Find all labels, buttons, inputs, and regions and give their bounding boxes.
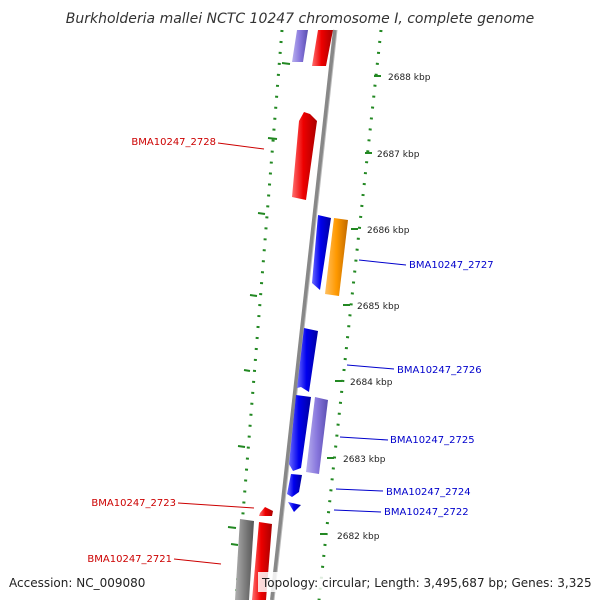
- leader-2724: [335, 488, 384, 492]
- gene-label-2721[interactable]: BMA10247_2721: [87, 554, 172, 565]
- gene-label-2725[interactable]: BMA10247_2725: [390, 435, 475, 446]
- kbp-label-2686: 2686 kbp: [367, 226, 410, 236]
- gene-feature-top[interactable]: [312, 30, 333, 66]
- leader-2725: [339, 436, 389, 441]
- accession-text: Accession: NC_009080: [9, 576, 145, 590]
- kbp-label-2688: 2688 kbp: [388, 73, 431, 83]
- kbp-label-2683: 2683 kbp: [343, 455, 386, 465]
- gene-BMA10247_2723[interactable]: [259, 507, 273, 516]
- pseudo-feature-2727[interactable]: [325, 218, 348, 296]
- leader-2728: [217, 142, 265, 150]
- gene-label-2723[interactable]: BMA10247_2723: [91, 498, 176, 509]
- backbone-highlight: [273, 29, 338, 600]
- grey-feature-2721[interactable]: [235, 519, 254, 600]
- gc-track-right: [317, 29, 383, 600]
- gc-mark: [249, 294, 258, 297]
- kbp-label-2685: 2685 kbp: [357, 302, 400, 312]
- leader-2723: [177, 502, 255, 509]
- gc-mark: [257, 212, 266, 215]
- kbp-label-2682: 2682 kbp: [337, 532, 380, 542]
- gene-BMA10247_2724[interactable]: [287, 474, 302, 497]
- gc-mark: [237, 445, 246, 448]
- kbp-label-2684: 2684 kbp: [350, 378, 393, 388]
- footer-topology-bg: [258, 572, 594, 592]
- leader-2727: [358, 259, 407, 266]
- gene-label-2724[interactable]: BMA10247_2724: [386, 487, 471, 498]
- gene-BMA10247_2726[interactable]: [297, 328, 318, 392]
- gene-label-2727[interactable]: BMA10247_2727: [409, 260, 494, 271]
- gc-mark: [281, 62, 291, 65]
- gc-skew-marks: [227, 62, 291, 546]
- kbp-label-2687: 2687 kbp: [377, 150, 420, 160]
- gc-mark: [243, 369, 251, 372]
- leader-2722: [333, 509, 382, 513]
- backbone-line: [270, 29, 337, 600]
- gene-BMA10247_2728[interactable]: [292, 112, 317, 200]
- gc-track-left: [234, 29, 284, 600]
- map-title: Burkholderia mallei NCTC 10247 chromosom…: [66, 11, 535, 27]
- gene-label-2726[interactable]: BMA10247_2726: [397, 365, 482, 376]
- leader-2721: [173, 558, 222, 565]
- gene-BMA10247_2725[interactable]: [289, 395, 311, 471]
- gc-mark: [230, 543, 239, 546]
- rna-feature-top[interactable]: [292, 30, 308, 62]
- gene-BMA10247_2727[interactable]: [312, 215, 331, 290]
- gene-label-2728[interactable]: BMA10247_2728: [131, 137, 216, 148]
- gene-label-2722[interactable]: BMA10247_2722: [384, 507, 469, 518]
- leader-2726: [346, 364, 395, 370]
- kbp-scale: 2688 kbp 2687 kbp 2686 kbp 2685 kbp 2684…: [320, 73, 431, 542]
- gene-BMA10247_2722[interactable]: [288, 502, 301, 512]
- gc-mark: [267, 137, 278, 140]
- gc-mark: [227, 526, 237, 529]
- topology-text: Topology: circular; Length: 3,495,687 bp…: [261, 576, 592, 590]
- rna-feature-2725[interactable]: [306, 397, 328, 474]
